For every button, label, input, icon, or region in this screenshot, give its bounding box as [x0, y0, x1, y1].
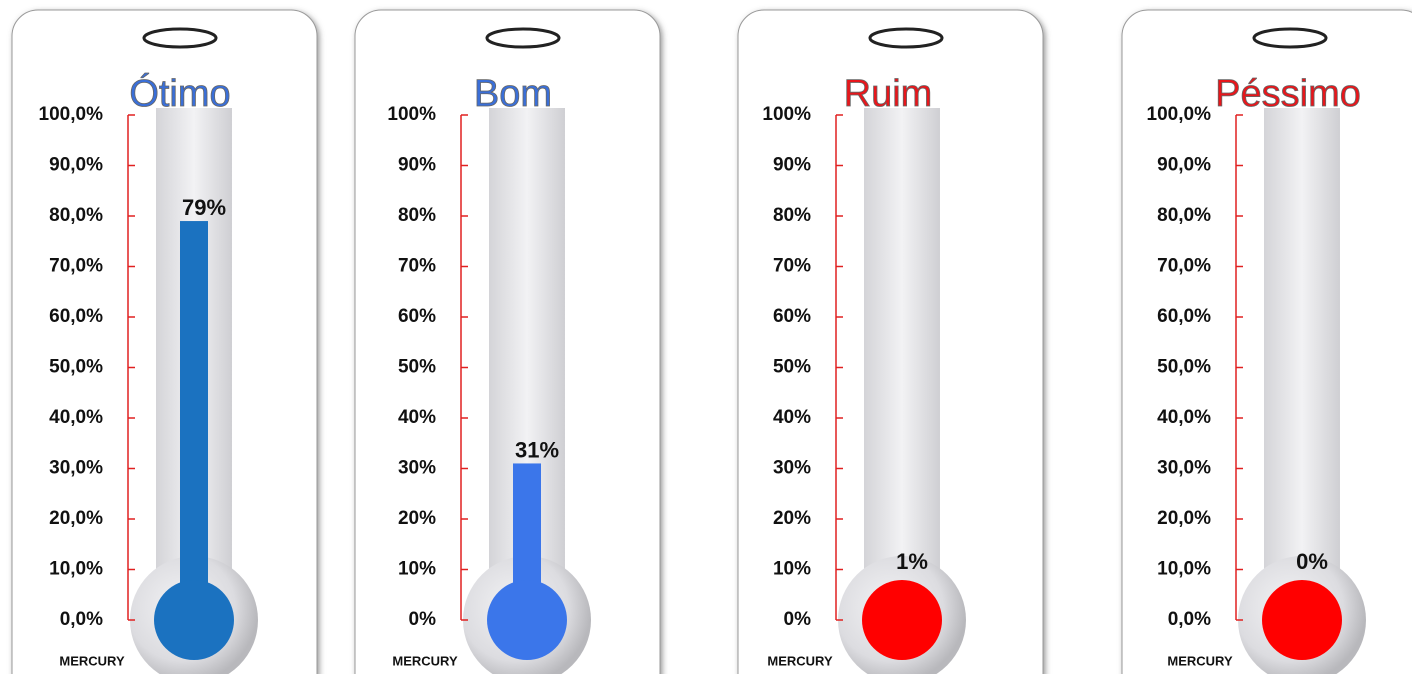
bulb [862, 580, 942, 660]
y-tick-label: 60% [398, 306, 436, 327]
y-tick-label: 0,0% [1168, 609, 1211, 630]
bulb [487, 580, 567, 660]
hanger-hole [485, 27, 561, 49]
y-tick-label: 30% [398, 458, 436, 479]
hanger-hole [1252, 27, 1328, 49]
y-tick-label: 10,0% [1157, 559, 1211, 580]
chart-title: Ruim [844, 73, 933, 115]
y-tick-label: 60,0% [49, 306, 103, 327]
y-tick-label: 100% [762, 104, 811, 125]
value-label: 31% [515, 437, 559, 462]
y-tick-label: 10% [773, 559, 811, 580]
y-tick-label: 70,0% [1157, 256, 1211, 277]
y-tick-label: 30,0% [49, 458, 103, 479]
hanger-hole [868, 27, 944, 49]
mercury-bar [180, 221, 208, 621]
chart-title: Péssimo [1215, 73, 1361, 115]
y-tick-label: 70,0% [49, 256, 103, 277]
tube [1264, 108, 1340, 608]
mercury-label: MERCURY [392, 653, 458, 668]
y-tick-label: 90,0% [1157, 155, 1211, 176]
y-tick-label: 40,0% [1157, 407, 1211, 428]
mercury-label: MERCURY [1167, 653, 1233, 668]
y-tick-label: 90% [398, 155, 436, 176]
y-tick-label: 0% [409, 609, 437, 630]
y-tick-label: 30,0% [1157, 458, 1211, 479]
mercury-label: MERCURY [59, 653, 125, 668]
y-tick-label: 20% [398, 508, 436, 529]
value-label: 79% [182, 195, 226, 220]
y-tick-label: 60,0% [1157, 306, 1211, 327]
y-tick-label: 100% [387, 104, 436, 125]
y-tick-label: 20% [773, 508, 811, 529]
y-tick-label: 50,0% [49, 357, 103, 378]
y-tick-label: 40,0% [49, 407, 103, 428]
y-tick-label: 20,0% [49, 508, 103, 529]
bulb [154, 580, 234, 660]
y-tick-label: 20,0% [1157, 508, 1211, 529]
y-tick-label: 100,0% [39, 104, 104, 125]
tube [864, 108, 940, 608]
y-tick-label: 90,0% [49, 155, 103, 176]
bulb [1262, 580, 1342, 660]
y-tick-label: 30% [773, 458, 811, 479]
y-tick-label: 80,0% [49, 205, 103, 226]
y-tick-label: 10% [398, 559, 436, 580]
y-tick-label: 80% [398, 205, 436, 226]
y-tick-label: 40% [398, 407, 436, 428]
y-tick-label: 50% [398, 357, 436, 378]
value-label: 0% [1296, 549, 1328, 574]
y-tick-label: 60% [773, 306, 811, 327]
y-tick-label: 0% [784, 609, 812, 630]
y-tick-label: 40% [773, 407, 811, 428]
y-tick-label: 90% [773, 155, 811, 176]
mercury-label: MERCURY [767, 653, 833, 668]
y-tick-label: 70% [398, 256, 436, 277]
y-tick-label: 100,0% [1147, 104, 1212, 125]
y-tick-label: 0,0% [60, 609, 103, 630]
hanger-hole [142, 27, 218, 49]
value-label: 1% [896, 549, 928, 574]
y-tick-label: 70% [773, 256, 811, 277]
y-tick-label: 80,0% [1157, 205, 1211, 226]
y-tick-label: 10,0% [49, 559, 103, 580]
y-tick-label: 50% [773, 357, 811, 378]
y-tick-label: 80% [773, 205, 811, 226]
chart-title: Bom [474, 73, 552, 115]
y-tick-label: 50,0% [1157, 357, 1211, 378]
chart-title: Ótimo [129, 72, 230, 115]
